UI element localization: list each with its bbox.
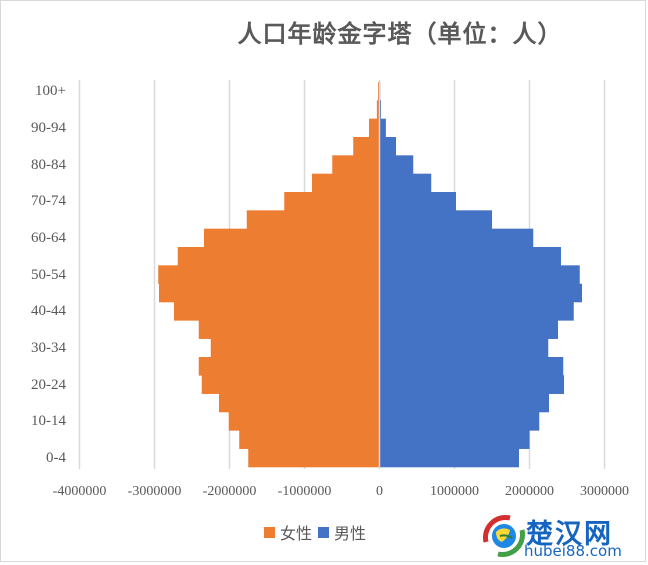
- y-tick-label: 50-54: [31, 266, 66, 283]
- y-tick-label: 90-94: [31, 119, 66, 136]
- y-tick-label: 30-34: [31, 339, 66, 356]
- y-tick-label: 70-74: [31, 193, 66, 210]
- y-tick-label: 10-14: [31, 413, 66, 430]
- y-tick-label: 20-24: [31, 376, 66, 393]
- male-bar-60-64[interactable]: [379, 228, 534, 248]
- legend-label-male: 男性: [334, 524, 367, 543]
- female-bar-25-29[interactable]: [198, 357, 380, 376]
- globe-logo-icon: [483, 515, 525, 557]
- male-bar-30-34[interactable]: [379, 338, 549, 358]
- male-bar-10-14[interactable]: [379, 412, 540, 431]
- male-bar-50-54[interactable]: [379, 265, 580, 284]
- female-bar-85-89[interactable]: [353, 137, 380, 156]
- legend-item-male[interactable]: 男性: [318, 520, 366, 544]
- male-bar-40-44[interactable]: [379, 302, 574, 321]
- male-bar-35-39[interactable]: [379, 320, 559, 339]
- male-bar-70-74[interactable]: [379, 192, 457, 211]
- x-tick-label: -2000000: [202, 484, 257, 499]
- x-tick-label: 0: [376, 484, 383, 499]
- y-tick-label: 0-4: [46, 449, 66, 466]
- female-bar-0-4[interactable]: [248, 448, 380, 468]
- male-bar-75-79[interactable]: [379, 173, 432, 193]
- female-bar-70-74[interactable]: [284, 192, 380, 211]
- male-bar-25-29[interactable]: [379, 357, 564, 376]
- x-tick-label: -1000000: [277, 484, 332, 499]
- x-tick-label: -3000000: [127, 484, 182, 499]
- legend-label-female: 女性: [280, 524, 313, 543]
- female-bar-50-54[interactable]: [158, 265, 380, 284]
- female-bar-95-99[interactable]: [376, 100, 380, 119]
- y-tick-label: 100+: [35, 83, 66, 100]
- male-bar-0-4[interactable]: [379, 448, 520, 468]
- male-bar-45-49[interactable]: [379, 283, 583, 303]
- x-tick-label: 2000000: [505, 484, 554, 499]
- x-tick-label: 1000000: [430, 484, 479, 499]
- female-bar-45-49[interactable]: [159, 283, 380, 303]
- female-bar-5-9[interactable]: [239, 430, 380, 449]
- female-bar-15-19[interactable]: [219, 393, 380, 413]
- chart-title: 人口年龄金字塔（单位：人）: [237, 19, 563, 48]
- legend: 女性 男性: [264, 520, 372, 544]
- female-bar-35-39[interactable]: [198, 320, 380, 339]
- y-tick-label: 80-84: [31, 156, 66, 173]
- female-bar-75-79[interactable]: [312, 173, 380, 193]
- female-bar-30-34[interactable]: [210, 338, 380, 358]
- male-bar-90-94[interactable]: [379, 118, 386, 138]
- legend-swatch-female: [264, 526, 275, 538]
- male-bar-85-89[interactable]: [379, 137, 397, 156]
- y-tick-label: 40-44: [31, 303, 66, 320]
- male-bar-5-9[interactable]: [379, 430, 530, 449]
- watermark-logo: 楚汉网 hubei88.com: [480, 512, 645, 560]
- male-bar-65-69[interactable]: [379, 210, 493, 229]
- female-bar-90-94[interactable]: [369, 118, 380, 138]
- y-tick-label: 60-64: [31, 229, 66, 246]
- female-bar-65-69[interactable]: [246, 210, 380, 229]
- watermark-url: hubei88.com: [524, 542, 622, 560]
- male-bar-15-19[interactable]: [379, 393, 550, 413]
- female-bar-20-24[interactable]: [201, 375, 380, 394]
- male-bar-20-24[interactable]: [379, 375, 565, 394]
- female-bar-55-59[interactable]: [177, 247, 380, 266]
- male-bar-55-59[interactable]: [379, 247, 562, 266]
- female-bar-10-14[interactable]: [228, 412, 380, 431]
- watermark-brand: 楚汉网: [526, 519, 613, 550]
- x-tick-label: -4000000: [52, 484, 107, 499]
- female-bar-60-64[interactable]: [204, 228, 380, 248]
- legend-item-female[interactable]: 女性: [264, 520, 312, 544]
- male-bar-80-84[interactable]: [379, 155, 414, 174]
- legend-swatch-male: [318, 526, 330, 538]
- female-bar-80-84[interactable]: [332, 155, 380, 174]
- x-tick-label: 3000000: [580, 484, 629, 499]
- female-bar-40-44[interactable]: [174, 302, 380, 321]
